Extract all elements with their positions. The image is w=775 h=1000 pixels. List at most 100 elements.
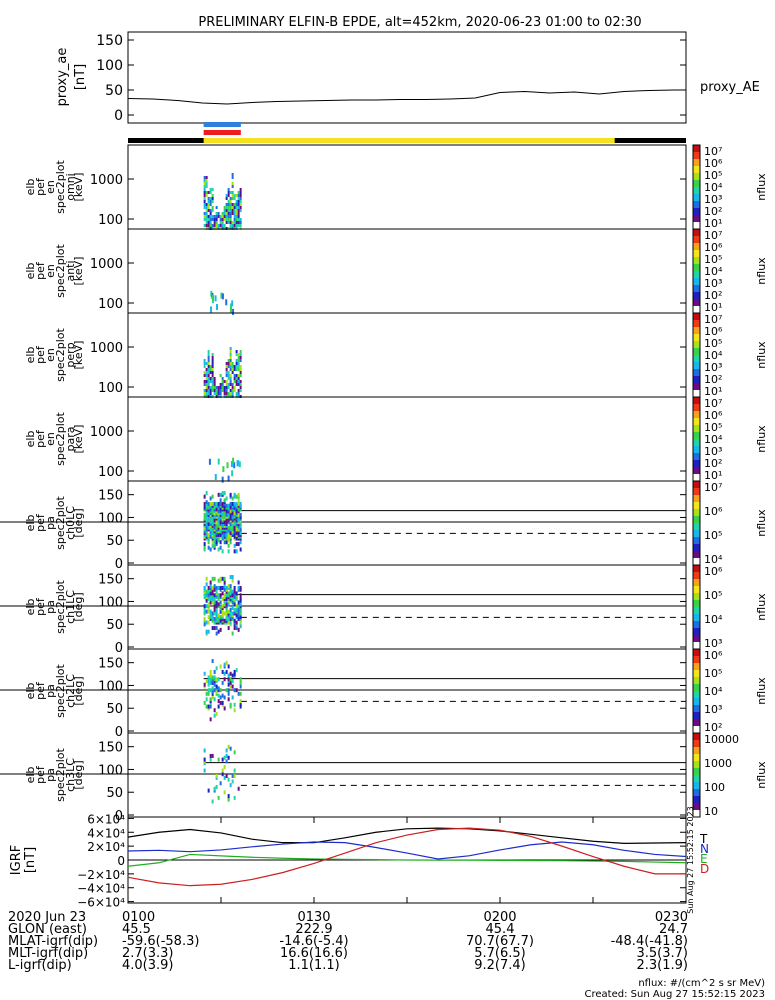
energy-panel-0-pixel	[205, 191, 208, 194]
pa-panel-3-pixel	[227, 797, 230, 802]
colorbar-1-tick: 10⁶	[704, 241, 723, 254]
pa-panel-2-pixel	[233, 708, 236, 713]
pa-panel-tick-label: 100	[98, 595, 123, 610]
pa-panel-0-pixel	[207, 545, 210, 550]
energy-panel-0-pixel	[229, 212, 232, 215]
colorbar-0-tick: 10⁵	[704, 169, 722, 182]
proxy-ae-tick-label: 0	[114, 108, 123, 124]
colorbar-2-tick: 10¹	[704, 385, 722, 398]
energy-panel-tick-label: 100	[98, 297, 123, 312]
energy-panel-0-pixel	[231, 221, 234, 224]
pa-panel-2-pixel	[227, 697, 230, 702]
colorbar-7-segment	[693, 754, 700, 762]
energy-panel-0-pixel	[231, 182, 234, 185]
pa-panel-1-pixel	[207, 589, 210, 594]
energy-panel-3-pixel	[222, 466, 225, 473]
colorbar-2-tick: 10³	[704, 361, 722, 374]
pa-panel-0-pixel	[205, 518, 208, 523]
pa-panel-2-pixel	[235, 688, 238, 693]
colorbar-0-tick: 10⁶	[704, 157, 723, 170]
pa-panel-1-pixel	[209, 600, 212, 605]
energy-panel-0-pixel	[221, 224, 224, 227]
pa-panel-3-pixel	[225, 753, 228, 758]
energy-panel-0-pixel	[239, 203, 242, 206]
pa-panel-0-pixel	[229, 514, 232, 519]
colorbar-4-segment	[693, 551, 700, 559]
colorbar-3-segment	[693, 474, 700, 482]
energy-panel-2-pixel	[239, 365, 242, 368]
energy-panel-2-pixel	[203, 392, 206, 395]
colorbar-3-tick: 10⁶	[704, 409, 723, 422]
pa-panel-1-pixel	[209, 580, 212, 585]
igrf-D-line	[127, 827, 686, 887]
pa-panel-1-pixel	[221, 591, 224, 596]
ephemeris-value: 0100	[122, 910, 155, 925]
pa-panel-2-pixel	[205, 679, 208, 684]
energy-panel-1-pixel	[225, 299, 228, 306]
energy-panel-0-pixel	[213, 218, 216, 221]
colorbar-4-segment	[693, 481, 700, 489]
pa-panel-1-pixel	[225, 615, 228, 620]
energy-panel-2-pixel	[231, 371, 234, 374]
energy-panel-3-pixel	[221, 476, 224, 483]
energy-panel-2-pixel	[215, 386, 218, 389]
energy-panel-3-ylabel: elb	[24, 431, 37, 448]
pa-panel-1-pixel	[217, 585, 220, 590]
colorbar-4-segment	[693, 523, 700, 531]
pa-panel-1-pixel	[237, 604, 240, 609]
pa-panel-2-pixel	[227, 664, 230, 669]
pa-panel-0-ylabel: pa	[44, 516, 57, 530]
pa-panel-0-pixel	[231, 496, 234, 501]
energy-panel-0-pixel	[219, 218, 222, 221]
pa-panel-0-pixel	[233, 549, 236, 554]
igrf-tick-label: −4×10⁴	[77, 882, 125, 896]
pa-panel-2-pixel	[203, 671, 206, 676]
energy-panel-0-ylabel: en	[44, 180, 57, 194]
colorbar-5-segment	[693, 600, 700, 608]
pa-panel-0-ylabel: spec2plot	[54, 496, 67, 550]
pa-panel-1-pixel	[219, 593, 222, 598]
pa-panel-1-pixel	[211, 611, 214, 616]
colorbar-0-segment	[693, 194, 700, 202]
colorbar-1-tick: 10³	[704, 277, 722, 290]
energy-panel-0-pixel	[205, 182, 208, 185]
pa-panel-2-ylabel: pa	[44, 684, 57, 698]
pa-panel-2-pixel	[209, 677, 212, 682]
energy-panel-0-pixel	[205, 209, 208, 212]
energy-panel-0-pixel	[203, 212, 206, 215]
energy-panel-0-pixel	[209, 221, 212, 224]
energy-panel-2-pixel	[207, 383, 210, 386]
energy-panel-2-pixel	[235, 362, 238, 365]
pa-panel-tick-label: 0	[115, 557, 123, 572]
pa-panel-2-pixel	[209, 704, 212, 709]
pa-panel-0-pixel	[221, 501, 224, 506]
pa-panel-0-pixel	[239, 501, 242, 506]
pa-panel-2-pixel	[219, 695, 222, 700]
pa-panel-0-pixel	[225, 512, 228, 517]
colorbar-3-segment	[693, 397, 700, 405]
pa-panel-1-pixel	[237, 580, 240, 585]
energy-panel-0-pixel	[207, 221, 210, 224]
energy-panel-2-pixel	[237, 380, 240, 383]
ephemeris-value: 5.7(6.5)	[474, 946, 526, 961]
colorbar-2-segment	[693, 390, 700, 398]
pa-panel-0-pixel	[213, 543, 216, 548]
energy-panel-2-pixel	[233, 374, 236, 377]
pa-panel-0-pixel	[219, 520, 222, 525]
pa-panel-0-pixel	[235, 501, 238, 506]
energy-panel-2-pixel	[235, 383, 238, 386]
energy-panel-2-pixel	[207, 350, 210, 353]
energy-panel-0-pixel	[203, 197, 206, 200]
pa-panel-1-pixel	[233, 626, 236, 631]
pa-panel-tick-label: 50	[106, 618, 123, 633]
energy-panel-0-pixel	[205, 179, 208, 182]
pa-panel-0-pixel	[219, 529, 222, 534]
pa-panel-3-pixel	[221, 768, 224, 773]
pa-panel-1-pixel	[217, 578, 220, 583]
proxy-ae-frame	[127, 31, 687, 124]
colorbar-5-tick: 10⁴	[704, 613, 723, 626]
pa-panel-1-pixel	[215, 589, 218, 594]
energy-panel-2-pixel	[225, 386, 228, 389]
energy-panel-0-pixel	[205, 215, 208, 218]
igrf-ylabel-unit: [nT]	[23, 847, 38, 873]
